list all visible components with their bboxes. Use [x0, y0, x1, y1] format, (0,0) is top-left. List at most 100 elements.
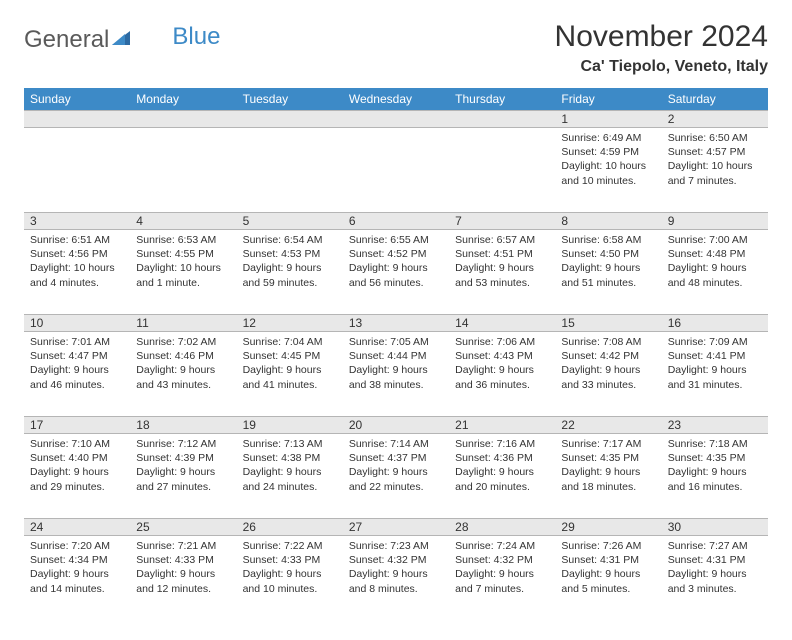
day-daylight2: and 36 minutes.	[455, 378, 549, 392]
day-cell: Sunrise: 7:23 AMSunset: 4:32 PMDaylight:…	[343, 536, 449, 620]
day-number: 7	[449, 213, 555, 229]
day-daylight2: and 27 minutes.	[136, 480, 230, 494]
day-number	[449, 111, 555, 127]
day-sunrise: Sunrise: 6:58 AM	[561, 233, 655, 247]
day-daylight2: and 56 minutes.	[349, 276, 443, 290]
day-cell: Sunrise: 7:16 AMSunset: 4:36 PMDaylight:…	[449, 434, 555, 518]
day-daylight1: Daylight: 9 hours	[136, 567, 230, 581]
day-sunset: Sunset: 4:32 PM	[455, 553, 549, 567]
day-daylight2: and 7 minutes.	[455, 582, 549, 596]
day-daylight1: Daylight: 9 hours	[349, 261, 443, 275]
day-daylight1: Daylight: 9 hours	[243, 465, 337, 479]
day-daylight1: Daylight: 10 hours	[136, 261, 230, 275]
day-sunrise: Sunrise: 7:01 AM	[30, 335, 124, 349]
day-sunset: Sunset: 4:56 PM	[30, 247, 124, 261]
day-cell: Sunrise: 7:08 AMSunset: 4:42 PMDaylight:…	[555, 332, 661, 416]
day-sunrise: Sunrise: 6:55 AM	[349, 233, 443, 247]
day-cell: Sunrise: 6:49 AMSunset: 4:59 PMDaylight:…	[555, 128, 661, 212]
day-cell: Sunrise: 7:02 AMSunset: 4:46 PMDaylight:…	[130, 332, 236, 416]
week-row: Sunrise: 7:01 AMSunset: 4:47 PMDaylight:…	[24, 332, 768, 416]
day-cell: Sunrise: 7:18 AMSunset: 4:35 PMDaylight:…	[662, 434, 768, 518]
day-sunset: Sunset: 4:53 PM	[243, 247, 337, 261]
weekday-tuesday: Tuesday	[237, 88, 343, 110]
day-sunrise: Sunrise: 7:16 AM	[455, 437, 549, 451]
day-cell: Sunrise: 6:54 AMSunset: 4:53 PMDaylight:…	[237, 230, 343, 314]
day-daylight1: Daylight: 10 hours	[668, 159, 762, 173]
day-daylight2: and 4 minutes.	[30, 276, 124, 290]
day-number: 8	[555, 213, 661, 229]
day-sunset: Sunset: 4:36 PM	[455, 451, 549, 465]
day-number: 20	[343, 417, 449, 433]
day-sunrise: Sunrise: 7:06 AM	[455, 335, 549, 349]
day-sunrise: Sunrise: 7:14 AM	[349, 437, 443, 451]
day-number: 30	[662, 519, 768, 535]
day-number: 24	[24, 519, 130, 535]
day-daylight1: Daylight: 9 hours	[668, 465, 762, 479]
week-row: Sunrise: 6:49 AMSunset: 4:59 PMDaylight:…	[24, 128, 768, 212]
day-number: 14	[449, 315, 555, 331]
day-number: 17	[24, 417, 130, 433]
day-daylight2: and 18 minutes.	[561, 480, 655, 494]
weekday-wednesday: Wednesday	[343, 88, 449, 110]
day-sunset: Sunset: 4:48 PM	[668, 247, 762, 261]
day-daylight1: Daylight: 10 hours	[30, 261, 124, 275]
day-number	[130, 111, 236, 127]
day-daylight1: Daylight: 9 hours	[455, 363, 549, 377]
day-sunrise: Sunrise: 7:05 AM	[349, 335, 443, 349]
day-daylight2: and 51 minutes.	[561, 276, 655, 290]
day-sunrise: Sunrise: 7:00 AM	[668, 233, 762, 247]
day-daylight1: Daylight: 9 hours	[561, 363, 655, 377]
day-cell	[449, 128, 555, 212]
day-daylight2: and 10 minutes.	[243, 582, 337, 596]
day-sunrise: Sunrise: 6:57 AM	[455, 233, 549, 247]
day-daylight2: and 16 minutes.	[668, 480, 762, 494]
day-daylight1: Daylight: 9 hours	[455, 465, 549, 479]
day-sunrise: Sunrise: 7:24 AM	[455, 539, 549, 553]
day-daylight1: Daylight: 9 hours	[30, 363, 124, 377]
day-sunset: Sunset: 4:34 PM	[30, 553, 124, 567]
weeks-container: 12Sunrise: 6:49 AMSunset: 4:59 PMDayligh…	[24, 110, 768, 620]
day-daylight2: and 53 minutes.	[455, 276, 549, 290]
day-sunset: Sunset: 4:33 PM	[243, 553, 337, 567]
day-cell	[24, 128, 130, 212]
day-number: 19	[237, 417, 343, 433]
day-daylight2: and 12 minutes.	[136, 582, 230, 596]
day-cell: Sunrise: 7:26 AMSunset: 4:31 PMDaylight:…	[555, 536, 661, 620]
day-cell: Sunrise: 7:27 AMSunset: 4:31 PMDaylight:…	[662, 536, 768, 620]
day-number: 1	[555, 111, 661, 127]
day-number: 4	[130, 213, 236, 229]
day-sunrise: Sunrise: 7:21 AM	[136, 539, 230, 553]
day-daylight2: and 5 minutes.	[561, 582, 655, 596]
day-sunrise: Sunrise: 7:12 AM	[136, 437, 230, 451]
day-number: 25	[130, 519, 236, 535]
day-daylight2: and 41 minutes.	[243, 378, 337, 392]
day-daylight2: and 22 minutes.	[349, 480, 443, 494]
day-number: 5	[237, 213, 343, 229]
day-sunset: Sunset: 4:31 PM	[668, 553, 762, 567]
day-number: 16	[662, 315, 768, 331]
day-cell	[130, 128, 236, 212]
logo-text-general: General	[24, 26, 109, 54]
day-cell: Sunrise: 6:55 AMSunset: 4:52 PMDaylight:…	[343, 230, 449, 314]
day-daylight1: Daylight: 9 hours	[349, 567, 443, 581]
day-sunset: Sunset: 4:31 PM	[561, 553, 655, 567]
day-daylight1: Daylight: 9 hours	[243, 261, 337, 275]
day-number: 18	[130, 417, 236, 433]
day-number: 9	[662, 213, 768, 229]
day-cell: Sunrise: 7:06 AMSunset: 4:43 PMDaylight:…	[449, 332, 555, 416]
day-sunrise: Sunrise: 7:20 AM	[30, 539, 124, 553]
day-number-row: 17181920212223	[24, 416, 768, 434]
location-text: Ca' Tiepolo, Veneto, Italy	[555, 58, 768, 76]
day-cell: Sunrise: 7:22 AMSunset: 4:33 PMDaylight:…	[237, 536, 343, 620]
day-sunset: Sunset: 4:35 PM	[561, 451, 655, 465]
title-block: November 2024 Ca' Tiepolo, Veneto, Italy	[555, 20, 768, 76]
day-sunset: Sunset: 4:55 PM	[136, 247, 230, 261]
day-daylight2: and 1 minute.	[136, 276, 230, 290]
day-sunrise: Sunrise: 6:51 AM	[30, 233, 124, 247]
day-sunrise: Sunrise: 6:50 AM	[668, 131, 762, 145]
day-sunset: Sunset: 4:59 PM	[561, 145, 655, 159]
day-sunset: Sunset: 4:46 PM	[136, 349, 230, 363]
day-daylight2: and 33 minutes.	[561, 378, 655, 392]
calendar-grid: Sunday Monday Tuesday Wednesday Thursday…	[24, 88, 768, 620]
day-number-row: 12	[24, 110, 768, 128]
